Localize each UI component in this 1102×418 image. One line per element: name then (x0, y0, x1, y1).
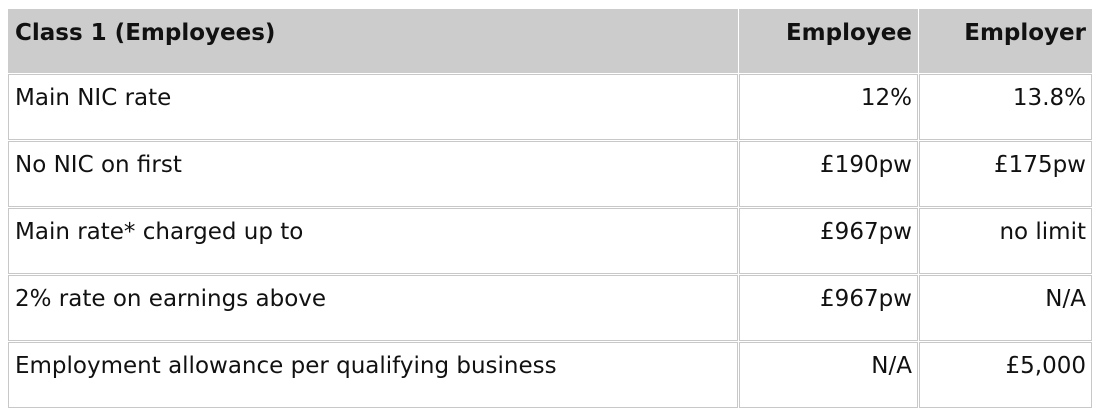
table-row: No NIC on first £190pw £175pw (8, 141, 1092, 207)
employee-value: 12% (739, 74, 918, 140)
header-employee: Employee (739, 9, 918, 73)
employer-value: £5,000 (919, 342, 1092, 408)
table-row: 2% rate on earnings above £967pw N/A (8, 275, 1092, 341)
table-row: Main NIC rate 12% 13.8% (8, 74, 1092, 140)
nic-rates-table: Class 1 (Employees) Employee Employer Ma… (7, 8, 1093, 409)
employee-value: £190pw (739, 141, 918, 207)
row-label: Main NIC rate (8, 74, 738, 140)
employee-value: N/A (739, 342, 918, 408)
header-employer: Employer (919, 9, 1092, 73)
row-label: Main rate* charged up to (8, 208, 738, 274)
employer-value: no limit (919, 208, 1092, 274)
header-row: Class 1 (Employees) Employee Employer (8, 9, 1092, 73)
header-class: Class 1 (Employees) (8, 9, 738, 73)
row-label: Employment allowance per qualifying busi… (8, 342, 738, 408)
row-label: No NIC on first (8, 141, 738, 207)
employer-value: £175pw (919, 141, 1092, 207)
employer-value: N/A (919, 275, 1092, 341)
row-label: 2% rate on earnings above (8, 275, 738, 341)
table-row: Employment allowance per qualifying busi… (8, 342, 1092, 408)
employer-value: 13.8% (919, 74, 1092, 140)
table-row: Main rate* charged up to £967pw no limit (8, 208, 1092, 274)
employee-value: £967pw (739, 208, 918, 274)
employee-value: £967pw (739, 275, 918, 341)
